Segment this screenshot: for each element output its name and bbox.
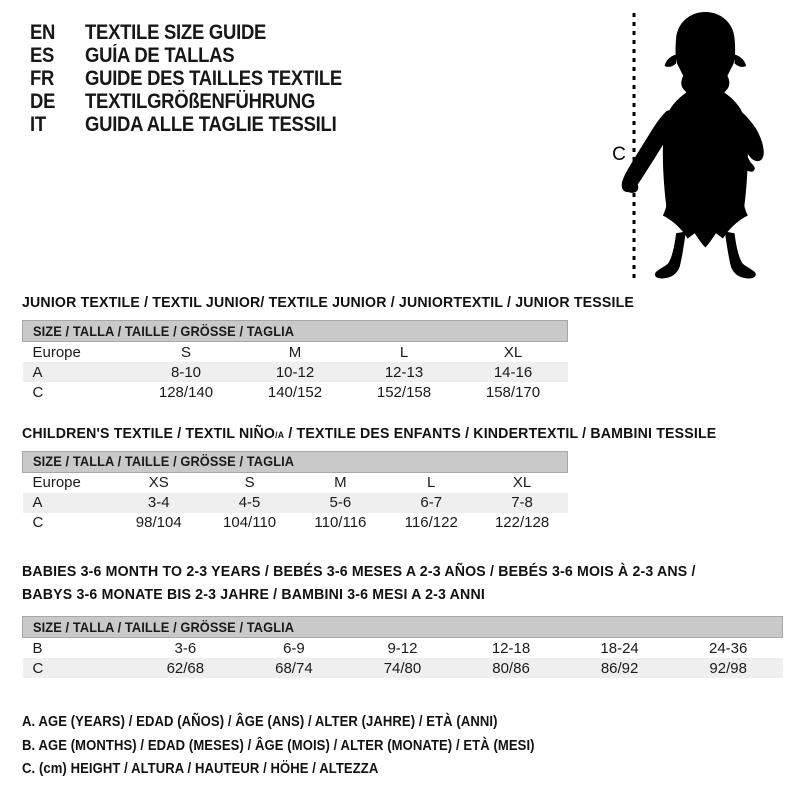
svg-text:C: C (612, 144, 626, 165)
